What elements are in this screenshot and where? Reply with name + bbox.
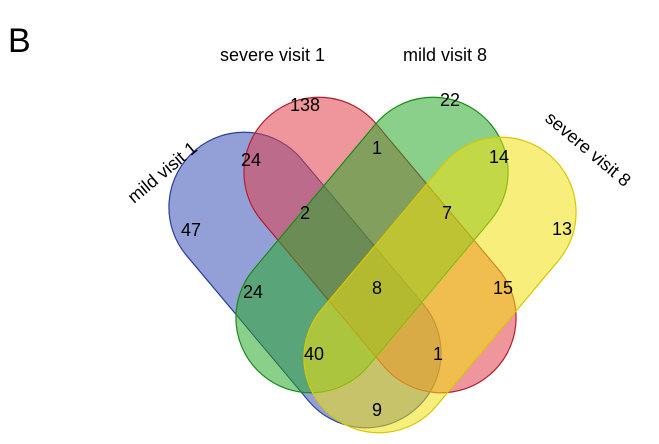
region-count: 47 [181,220,201,240]
panel-label: B [8,22,31,60]
region-count: 13 [552,219,572,239]
region-count: 9 [372,400,382,420]
label-mild-visit-8: mild visit 8 [403,45,487,65]
region-count: 24 [243,282,263,302]
region-count: 22 [440,90,460,110]
region-count: 40 [304,344,324,364]
region-count: 15 [493,278,513,298]
region-count: 1 [433,344,443,364]
region-count: 138 [290,95,320,115]
region-count: 8 [372,278,382,298]
set-severe-visit-8 [303,136,577,434]
region-count: 7 [442,203,452,223]
region-count: 1 [372,138,382,158]
region-count: 24 [241,150,261,170]
region-count: 14 [489,147,509,167]
label-severe-visit-1: severe visit 1 [220,45,325,65]
region-count: 2 [300,203,310,223]
